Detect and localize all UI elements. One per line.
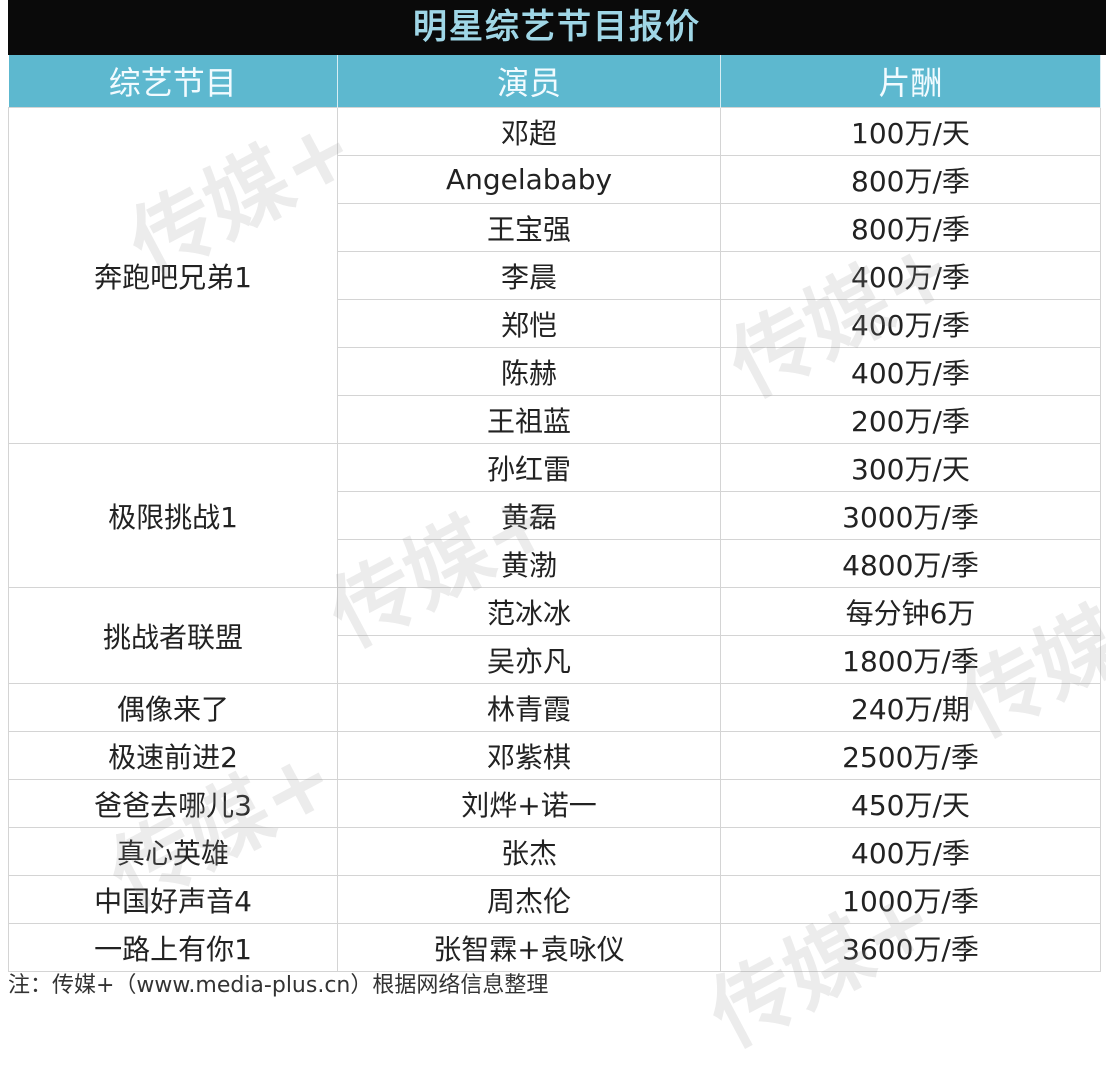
table-row: 黄渤 4800万/季: [9, 539, 1101, 588]
actor-cell: 陈赫: [337, 347, 721, 396]
actor-cell: 张杰: [337, 827, 721, 876]
actor-cell: 王祖蓝: [337, 395, 721, 444]
show-cell: 中国好声音4: [8, 875, 338, 924]
fee-cell: 4800万/季: [720, 539, 1101, 588]
fee-cell: 100万/天: [720, 107, 1101, 156]
table-row: 挑战者联盟 范冰冰 每分钟6万: [8, 587, 1101, 684]
fee-cell: 800万/季: [720, 155, 1101, 204]
actor-cell: 张智霖+袁咏仪: [337, 923, 721, 972]
table-row: 王祖蓝 200万/季: [9, 395, 1101, 444]
show-cell: 偶像来了: [8, 683, 338, 732]
header-cell: 片酬: [720, 55, 1101, 108]
fee-cell: 2500万/季: [720, 731, 1101, 780]
actor-cell: 王宝强: [337, 203, 721, 252]
table-row: 一路上有你1 张智霖+袁咏仪 3600万/季: [8, 923, 1101, 972]
actor-cell: 孙红雷: [337, 443, 721, 492]
table-row: 中国好声音4 周杰伦 1000万/季: [8, 875, 1101, 924]
table-title: 明星综艺节目报价: [8, 0, 1106, 55]
actor-cell: 李晨: [337, 251, 721, 300]
fee-cell: 每分钟6万: [720, 587, 1101, 636]
header-row: 综艺节目 演员 片酬: [8, 55, 1101, 108]
show-cell: 一路上有你1: [8, 923, 338, 972]
actor-cell: 郑恺: [337, 299, 721, 348]
fee-cell: 200万/季: [720, 395, 1101, 444]
fee-cell: 400万/季: [720, 347, 1101, 396]
show-cell: 真心英雄: [8, 827, 338, 876]
actor-cell: 邓超: [337, 107, 721, 156]
show-cell: 挑战者联盟: [8, 587, 338, 684]
fee-cell: 3600万/季: [720, 923, 1101, 972]
fee-cell: 3000万/季: [720, 491, 1101, 540]
fee-cell: 240万/期: [720, 683, 1101, 732]
fee-cell: 400万/季: [720, 827, 1101, 876]
actor-cell: 林青霞: [337, 683, 721, 732]
fee-cell: 1800万/季: [720, 635, 1101, 684]
table-row: 奔跑吧兄弟1 邓超 100万/天: [8, 107, 1101, 444]
show-cell: 极限挑战1: [8, 443, 338, 588]
actor-cell: 黄磊: [337, 491, 721, 540]
table-row: 极限挑战1 孙红雷 300万/天: [8, 443, 1101, 588]
header-cell: 演员: [337, 55, 721, 108]
actor-cell: 刘烨+诺一: [337, 779, 721, 828]
header-cell: 综艺节目: [8, 55, 338, 108]
actor-cell: Angelababy: [337, 155, 721, 204]
table-row: 真心英雄 张杰 400万/季: [8, 827, 1101, 876]
fee-cell: 1000万/季: [720, 875, 1101, 924]
table-row: 吴亦凡 1800万/季: [9, 635, 1101, 684]
actor-cell: 黄渤: [337, 539, 721, 588]
table-row: Angelababy 800万/季: [9, 155, 1101, 204]
show-cell: 极速前进2: [8, 731, 338, 780]
footnote: 注：传媒+（www.media-plus.cn）根据网络信息整理: [8, 973, 549, 998]
price-table: 综艺节目 演员 片酬 奔跑吧兄弟1 邓超 100万/天 Angelababy 800万/…: [8, 55, 1101, 972]
table-row: 偶像来了 林青霞 240万/期: [8, 683, 1101, 732]
actor-cell: 吴亦凡: [337, 635, 721, 684]
show-cell: 奔跑吧兄弟1: [8, 107, 338, 444]
actor-cell: 邓紫棋: [337, 731, 721, 780]
show-cell: 爸爸去哪儿3: [8, 779, 338, 828]
fee-cell: 400万/季: [720, 251, 1101, 300]
table-row: 爸爸去哪儿3 刘烨+诺一 450万/天: [8, 779, 1101, 828]
actor-cell: 周杰伦: [337, 875, 721, 924]
table-row: 极速前进2 邓紫棋 2500万/季: [8, 731, 1101, 780]
fee-cell: 800万/季: [720, 203, 1101, 252]
fee-cell: 450万/天: [720, 779, 1101, 828]
table-row: 陈赫 400万/季: [9, 347, 1101, 396]
fee-cell: 400万/季: [720, 299, 1101, 348]
actor-cell: 范冰冰: [337, 587, 721, 636]
table-row: 黄磊 3000万/季: [9, 491, 1101, 540]
fee-cell: 300万/天: [720, 443, 1101, 492]
page: 明星综艺节目报价 综艺节目 演员 片酬 奔跑吧兄弟1 邓超 100万/天 Angela…: [8, 0, 1106, 1066]
